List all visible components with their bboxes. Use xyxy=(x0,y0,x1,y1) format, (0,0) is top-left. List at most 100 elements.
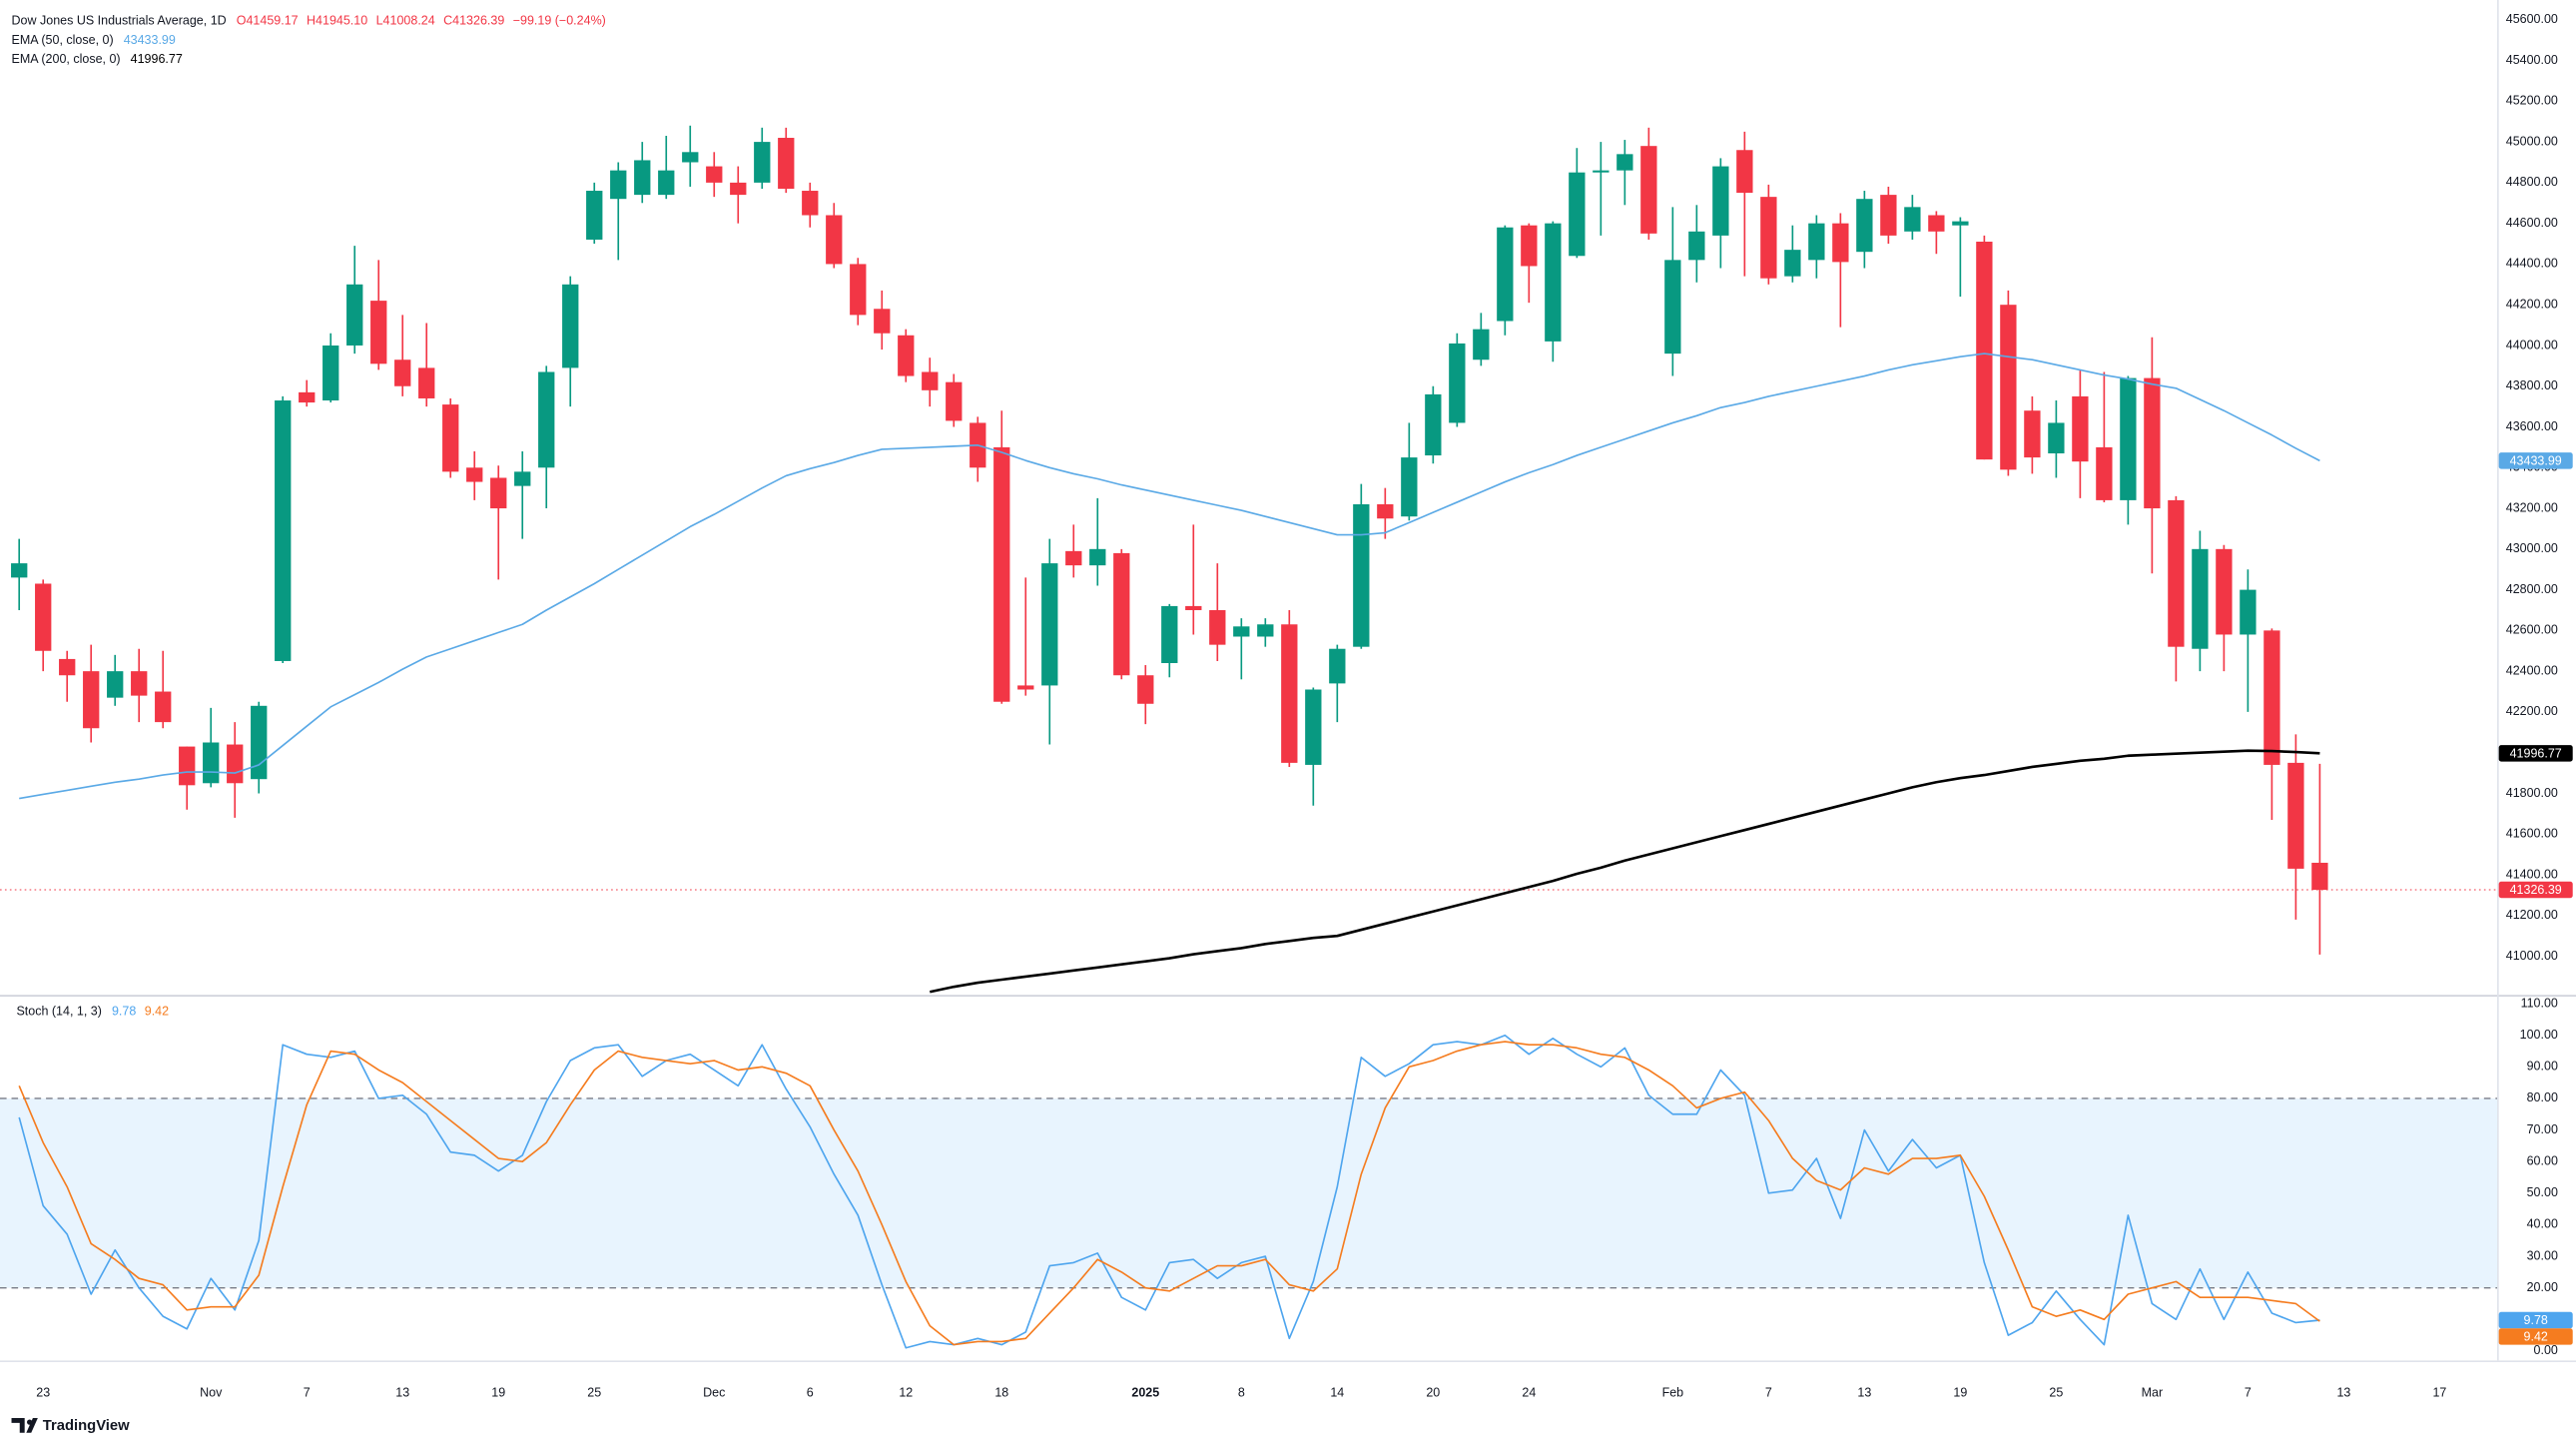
x-tick-label: 13 xyxy=(1857,1386,1871,1400)
series-line xyxy=(930,749,2320,994)
candle-body xyxy=(155,691,172,723)
candle-body xyxy=(1928,215,1945,232)
candle-body xyxy=(1089,548,1106,566)
stoch-pane xyxy=(0,1034,2498,1349)
candle-body xyxy=(1473,329,1490,361)
x-tick-label: 2025 xyxy=(1131,1386,1159,1400)
candle-body xyxy=(1065,550,1082,566)
x-tick-label: 24 xyxy=(1522,1386,1536,1400)
candle-body xyxy=(2311,862,2328,891)
candle-body xyxy=(634,160,651,196)
candle-body xyxy=(2072,395,2089,462)
price-tag-label: 9.42 xyxy=(2524,1330,2548,1344)
candle-body xyxy=(1616,154,1633,171)
axis-layer: 41000.00 41200.00 41400.00 41600.00 41800.00… xyxy=(36,12,2573,1400)
candle-body xyxy=(1760,197,1777,279)
candle-body xyxy=(2240,589,2256,635)
candle-body xyxy=(35,583,52,651)
candle-body xyxy=(1305,689,1322,765)
y-tick-label: 60.00 xyxy=(2527,1153,2558,1167)
candle-body xyxy=(1784,250,1801,277)
candle-body xyxy=(466,467,483,482)
candle-body xyxy=(754,142,771,183)
x-tick-label: Dec xyxy=(703,1386,725,1400)
price-tag xyxy=(2498,1311,2573,1329)
candle-body xyxy=(778,138,795,189)
y-tick-label: 41000.00 xyxy=(2506,949,2558,963)
candle-body xyxy=(706,166,723,183)
candle-body xyxy=(1976,241,1993,460)
candle-body xyxy=(730,182,747,196)
candle-body xyxy=(107,671,124,698)
candle-body xyxy=(1736,150,1753,194)
candle-body xyxy=(1209,609,1226,645)
x-tick-label: 12 xyxy=(899,1386,913,1400)
candle-body xyxy=(1233,626,1250,637)
candle-body xyxy=(682,152,699,163)
candle-body xyxy=(203,742,220,784)
stoch-legend: Stoch (14, 1, 3) 9.78 9.42 xyxy=(16,1005,169,1019)
candle-body xyxy=(1880,195,1897,236)
price-pane xyxy=(0,125,2498,994)
candle-body xyxy=(1832,223,1849,263)
candle-body xyxy=(1113,552,1130,676)
candle-body xyxy=(1808,223,1825,261)
quote-change: −99.19 (−0.24%) xyxy=(513,14,606,28)
y-tick-label: 90.00 xyxy=(2527,1060,2558,1074)
candle-body xyxy=(251,705,268,780)
x-tick-label: 13 xyxy=(2336,1386,2350,1400)
candle-body xyxy=(2096,446,2113,500)
y-tick-label: 40.00 xyxy=(2527,1217,2558,1231)
candle-body xyxy=(11,563,28,578)
x-tick-label: 6 xyxy=(807,1386,814,1400)
x-tick-label: 7 xyxy=(1765,1386,1772,1400)
x-tick-label: 13 xyxy=(395,1386,409,1400)
candle-body xyxy=(562,284,579,368)
candle-body xyxy=(1569,172,1586,257)
candle-body xyxy=(850,264,867,316)
candle-body xyxy=(826,215,843,265)
x-tick-label: 19 xyxy=(1953,1386,1967,1400)
y-tick-label: 41800.00 xyxy=(2506,786,2558,800)
price-tag-label: 43433.99 xyxy=(2510,453,2562,467)
y-tick-label: 44400.00 xyxy=(2506,257,2558,271)
y-tick-label: 45200.00 xyxy=(2506,94,2558,108)
candle-body xyxy=(1521,225,1538,267)
candle-body xyxy=(946,381,963,421)
y-tick-label: 41600.00 xyxy=(2506,827,2558,841)
y-tick-label: 43600.00 xyxy=(2506,419,2558,433)
y-tick-label: 45600.00 xyxy=(2506,12,2558,26)
x-tick-label: 7 xyxy=(304,1386,311,1400)
candle-body xyxy=(370,301,387,364)
candle-body xyxy=(2000,305,2017,470)
ema200-legend: EMA (200, close, 0) 41996.77 xyxy=(12,52,183,66)
candle-body xyxy=(275,400,292,661)
candle-body xyxy=(1137,675,1154,704)
candle-body xyxy=(1185,605,1202,610)
candle-body xyxy=(1688,231,1705,261)
candle-body xyxy=(610,170,627,200)
quote-high: H41945.10 xyxy=(307,14,367,28)
candle-body xyxy=(131,671,148,696)
y-tick-label: 45400.00 xyxy=(2506,53,2558,67)
x-tick-label: Nov xyxy=(200,1386,223,1400)
candle-body xyxy=(1353,503,1370,647)
candle-body xyxy=(1257,624,1274,637)
y-tick-label: 100.00 xyxy=(2520,1028,2558,1042)
candle-body xyxy=(418,367,435,398)
candle-body xyxy=(898,335,915,376)
quote-open: O41459.17 xyxy=(237,14,299,28)
price-tag-label: 41996.77 xyxy=(2510,746,2562,760)
candle-body xyxy=(2048,422,2065,454)
stoch-d-value: 9.42 xyxy=(145,1005,169,1019)
y-tick-label: 44800.00 xyxy=(2506,175,2558,189)
x-tick-label: Feb xyxy=(1662,1386,1684,1400)
candle-body xyxy=(1281,624,1298,763)
y-tick-label: 43200.00 xyxy=(2506,500,2558,514)
x-tick-label: 25 xyxy=(2049,1386,2063,1400)
ema50-name: EMA (50, close, 0) xyxy=(12,33,114,47)
x-tick-label: 19 xyxy=(491,1386,505,1400)
x-tick-label: 23 xyxy=(36,1386,50,1400)
